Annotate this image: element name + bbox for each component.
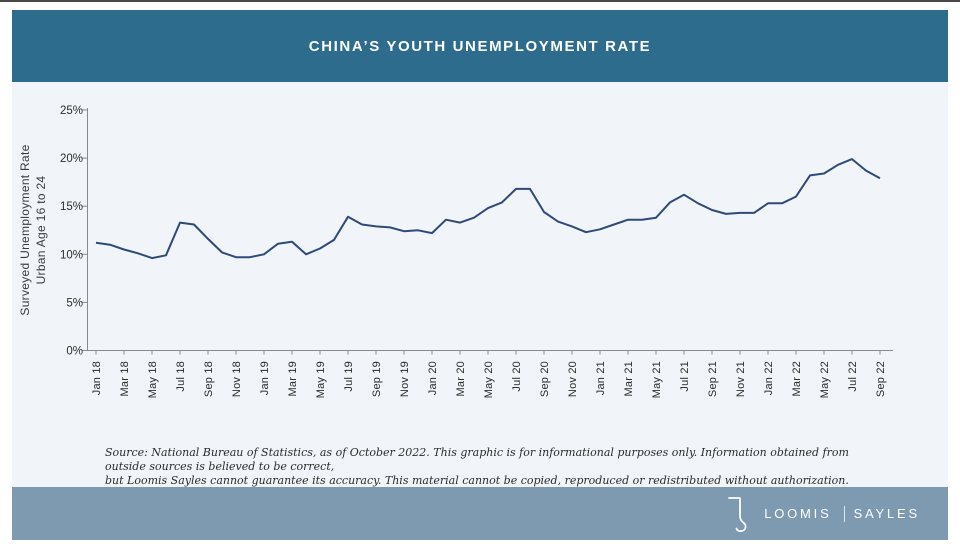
x-tick-label: May 21 bbox=[651, 361, 663, 398]
x-tick-label: Mar 18 bbox=[119, 361, 131, 396]
x-tick-label: Mar 20 bbox=[455, 361, 467, 396]
x-tick-label: Mar 22 bbox=[791, 361, 803, 396]
x-tick-label: Jul 21 bbox=[679, 361, 691, 392]
y-tick-label: 0% bbox=[66, 346, 83, 358]
chart-panel: 0% 5% 10% 15% 20% 25% Jan 18 Mar 18 May 18 Jul 18… bbox=[12, 82, 948, 487]
y-tick-label: 10% bbox=[60, 249, 83, 261]
wordmark-loomis: LOOMIS bbox=[764, 506, 832, 521]
source-note: Source: National Bureau of Statistics, a… bbox=[105, 446, 885, 488]
header-bar: CHINA’S YOUTH UNEMPLOYMENT RATE bbox=[12, 10, 948, 82]
axes: 0% 5% 10% 15% 20% 25% Jan 18 Mar 18 May 18 Jul 18… bbox=[60, 105, 893, 398]
x-tick-label: Jul 22 bbox=[847, 361, 859, 392]
footer-bar: LOOMIS SAYLES bbox=[12, 487, 948, 540]
x-tick-label: Nov 18 bbox=[231, 361, 243, 397]
x-tick-label: Mar 21 bbox=[623, 361, 635, 396]
x-tick-label: May 22 bbox=[819, 361, 831, 398]
x-tick-label: May 18 bbox=[147, 361, 159, 398]
x-tick-label: Jan 21 bbox=[595, 361, 607, 395]
x-tick-label: Mar 19 bbox=[287, 361, 299, 396]
x-tick-label: Sep 22 bbox=[875, 361, 887, 397]
x-tick-label: Jan 20 bbox=[427, 361, 439, 395]
axis-lines bbox=[87, 108, 893, 351]
y-axis-title-line-1: Surveyed Unemployment Rate bbox=[18, 144, 32, 315]
x-tick-label: May 19 bbox=[315, 361, 327, 398]
y-tick-label: 20% bbox=[60, 153, 83, 165]
line-series bbox=[95, 158, 881, 260]
x-tick-label: Jul 18 bbox=[175, 361, 187, 392]
x-tick-label: Jul 20 bbox=[511, 361, 523, 392]
x-tick-label: May 20 bbox=[483, 361, 495, 398]
source-note-line-2: but Loomis Sayles cannot guarantee its a… bbox=[105, 474, 849, 487]
x-tick-label: Sep 18 bbox=[203, 361, 215, 397]
wordmark-sayles: SAYLES bbox=[853, 506, 920, 521]
x-tick-label: Sep 19 bbox=[371, 361, 383, 397]
unemployment-line-chart: 0% 5% 10% 15% 20% 25% Jan 18 Mar 18 May 18 Jul 18… bbox=[18, 105, 893, 398]
loomis-sayles-logo: LOOMIS SAYLES bbox=[726, 493, 920, 535]
logo-divider bbox=[843, 505, 845, 522]
x-tick-label: Nov 19 bbox=[399, 361, 411, 397]
y-tick-label: 15% bbox=[60, 201, 83, 213]
y-tick-label: 5% bbox=[66, 297, 83, 309]
ls-monogram-icon bbox=[728, 496, 747, 532]
y-tick-label: 25% bbox=[60, 105, 83, 117]
x-tick-label: Jan 18 bbox=[91, 361, 103, 395]
window-top-edge bbox=[0, 0, 960, 2]
x-tick-label: Nov 21 bbox=[735, 361, 747, 397]
x-tick-label: Nov 20 bbox=[567, 361, 579, 397]
x-tick-label: Jan 22 bbox=[763, 361, 775, 395]
page-title: CHINA’S YOUTH UNEMPLOYMENT RATE bbox=[308, 37, 652, 55]
x-tick-label: Jul 19 bbox=[343, 361, 355, 392]
x-tick-label: Jan 19 bbox=[259, 361, 271, 395]
y-axis-title-line-2: Urban Age 16 to 24 bbox=[34, 176, 48, 285]
infographic-card: CHINA’S YOUTH UNEMPLOYMENT RATE 0% 5% 10% 1… bbox=[12, 10, 948, 540]
x-tick-label: Sep 21 bbox=[707, 361, 719, 397]
source-note-line-1: Source: National Bureau of Statistics, a… bbox=[105, 446, 849, 473]
x-tick-label: Sep 20 bbox=[539, 361, 551, 397]
